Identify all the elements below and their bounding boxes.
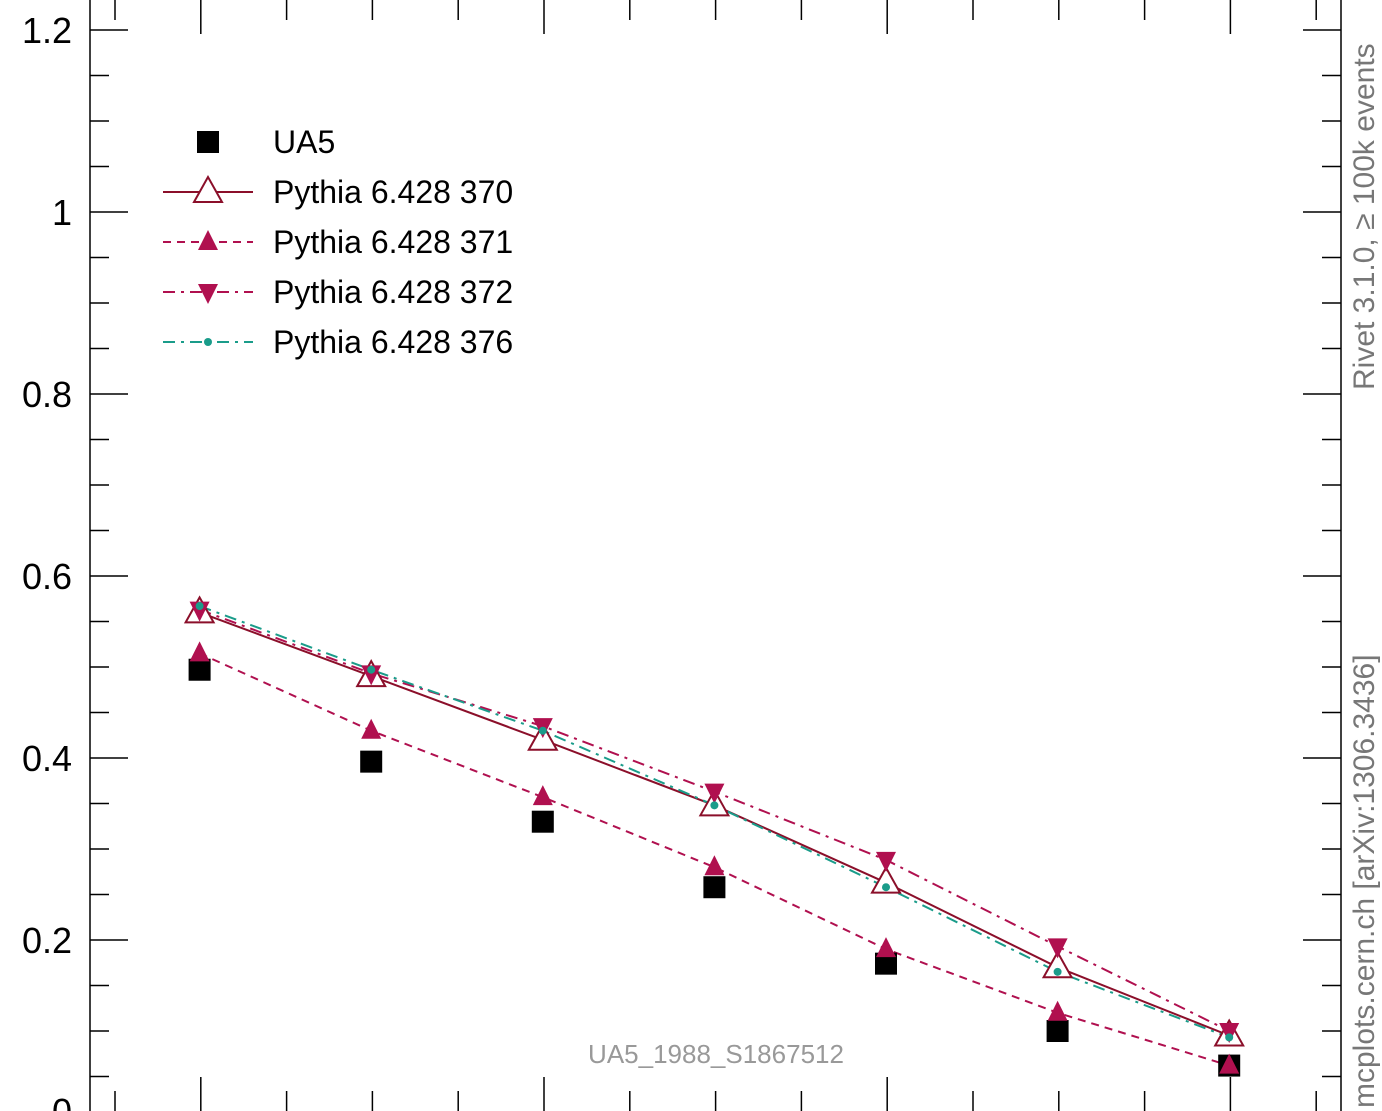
legend-marker (204, 338, 212, 346)
legend-label: UA5 (273, 124, 335, 160)
series-0-point (531, 810, 554, 833)
series-2-point (1219, 1053, 1240, 1074)
legend-entry: Pythia 6.428 370 (163, 174, 513, 210)
series-4-point (538, 726, 547, 735)
legend-entry: Pythia 6.428 371 (163, 224, 513, 260)
series-lines (199, 605, 1230, 1067)
legend-label: Pythia 6.428 376 (273, 324, 513, 360)
series-3-point (1219, 1023, 1240, 1043)
series-3-point (876, 851, 896, 872)
series-2-point (361, 718, 382, 739)
series-4-point (1225, 1033, 1234, 1042)
legend-marker (198, 230, 218, 250)
legend-entry: Pythia 6.428 376 (163, 324, 513, 360)
legend-marker (192, 174, 224, 203)
series-0-point (875, 952, 897, 975)
legend-label: Pythia 6.428 370 (273, 174, 513, 210)
series-3-point (189, 601, 210, 622)
y-tick-label: 1 (52, 192, 72, 233)
series-2-point (189, 641, 210, 662)
series-3-point (704, 783, 725, 804)
y-tick-label: 0.2 (22, 920, 72, 961)
series-3-point (1047, 938, 1068, 959)
y-tick-label: 0.8 (22, 374, 72, 415)
series-2-point (704, 855, 725, 876)
y-tick-label: 1.2 (22, 10, 72, 51)
legend-entry: Pythia 6.428 372 (163, 274, 513, 310)
series-3-point (361, 665, 382, 686)
series-1-point (1041, 950, 1074, 979)
legend-entry: UA5 (197, 124, 335, 160)
legend-marker (198, 284, 218, 304)
y-tick-label-zero: 0 (52, 1091, 72, 1111)
series-1-line (199, 611, 1230, 1037)
legend-marker (197, 131, 219, 153)
series-4-point (367, 665, 376, 674)
rivet-version-label: Rivet 3.1.0, ≥ 100k events (1348, 43, 1381, 390)
series-1-point (870, 865, 902, 894)
series-4-point (1053, 967, 1062, 976)
series-0-point (360, 750, 383, 773)
y-tick-label: 0.6 (22, 556, 72, 597)
series-3-line (199, 608, 1230, 1032)
series-0-point (703, 876, 726, 899)
series-0-point (1046, 1020, 1069, 1042)
legend-label: Pythia 6.428 372 (273, 274, 513, 310)
series-4-point (195, 602, 204, 611)
series-2-point (876, 937, 896, 958)
mcplots-credit-label: mcplots.cern.ch [arXiv:1306.3436] (1348, 654, 1381, 1108)
series-0-point (188, 658, 211, 681)
series-4-point (710, 801, 719, 810)
series-2-point (1047, 1000, 1068, 1021)
legend: UA5 Pythia 6.428 370 Pythia 6.428 371 Pythi… (163, 124, 513, 360)
series-markers (183, 595, 1245, 1077)
legend-label: Pythia 6.428 371 (273, 224, 513, 260)
y-tick-label: 0.4 (22, 738, 72, 779)
series-2-point (532, 785, 553, 806)
axis-ticks (90, 0, 1341, 1111)
plot-frame (89, 0, 1342, 1111)
y-tick-labels: 0.2 0.4 0.6 0.8 1 1.2 0 (22, 10, 72, 1111)
analysis-watermark: UA5_1988_S1867512 (588, 1039, 844, 1069)
series-4-point (882, 883, 890, 892)
